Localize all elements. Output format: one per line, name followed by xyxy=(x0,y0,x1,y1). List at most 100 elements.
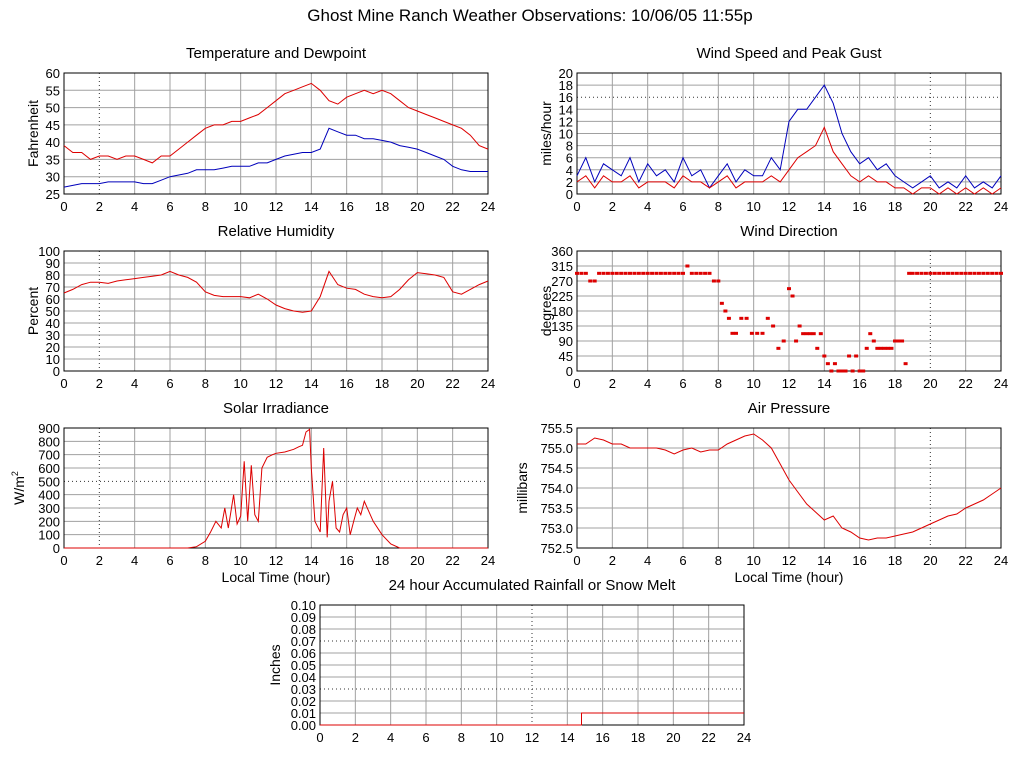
y-tick-label: 0.03 xyxy=(291,682,316,697)
x-tick-label: 8 xyxy=(458,730,465,745)
y-tick-label: 2 xyxy=(566,175,573,190)
wind-direction-point xyxy=(981,271,986,275)
x-tick-label: 10 xyxy=(233,199,247,214)
wind-direction-point xyxy=(882,346,887,350)
wind-direction-point xyxy=(619,271,624,275)
x-tick-label: 8 xyxy=(715,199,722,214)
wind-direction-point xyxy=(641,271,646,275)
x-tick-label: 24 xyxy=(994,376,1008,391)
y-tick-label: 135 xyxy=(551,319,573,334)
wind-direction-point xyxy=(804,332,809,336)
x-tick-label: 18 xyxy=(888,376,902,391)
y-tick-label: 0.10 xyxy=(291,598,316,613)
wdir-chart xyxy=(575,250,1003,373)
wind-direction-point xyxy=(932,271,937,275)
x-tick-label: 2 xyxy=(96,199,103,214)
wind-direction-point xyxy=(937,271,942,275)
wind-direction-point xyxy=(667,271,672,275)
y-tick-label: 40 xyxy=(46,316,60,331)
wind-direction-point xyxy=(900,339,905,343)
x-tick-label: 18 xyxy=(375,553,389,568)
wind-direction-point xyxy=(650,271,655,275)
x-tick-label: 2 xyxy=(609,376,616,391)
rain-series-line-1 xyxy=(320,712,744,726)
chart-title: Temperature and Dewpoint xyxy=(186,45,367,62)
wind-direction-point xyxy=(963,271,968,275)
x-tick-label: 14 xyxy=(304,199,318,214)
wind-direction-point xyxy=(847,354,852,358)
chart-title: Relative Humidity xyxy=(218,223,335,240)
y-axis-label: miles/hour xyxy=(538,101,554,166)
y-tick-label: 755.5 xyxy=(540,421,573,436)
plot-frame xyxy=(63,427,489,549)
x-tick-label: 16 xyxy=(339,376,353,391)
solar-chart xyxy=(63,427,489,549)
wind-direction-point xyxy=(610,271,615,275)
x-tick-label: 12 xyxy=(782,376,796,391)
wind-direction-point xyxy=(815,346,820,350)
wind-direction-point xyxy=(719,301,724,305)
x-tick-label: 0 xyxy=(60,553,67,568)
wind-direction-point xyxy=(946,271,950,275)
y-tick-label: 600 xyxy=(38,461,60,476)
wind-direction-point xyxy=(972,271,977,275)
wind-direction-point xyxy=(990,271,995,275)
x-tick-label: 14 xyxy=(560,730,574,745)
wind-series-line-1 xyxy=(576,84,1002,189)
wind-direction-point xyxy=(941,271,946,275)
x-tick-label: 4 xyxy=(131,376,138,391)
x-tick-label: 4 xyxy=(131,199,138,214)
wind-direction-point xyxy=(771,324,776,328)
x-tick-label: 22 xyxy=(445,199,459,214)
wind-direction-point xyxy=(711,279,716,283)
y-tick-label: 4 xyxy=(566,163,573,178)
x-tick-label: 22 xyxy=(958,376,972,391)
x-tick-label: 16 xyxy=(852,553,866,568)
solar-series-line-1 xyxy=(64,428,488,549)
x-tick-label: 16 xyxy=(852,376,866,391)
wind-direction-point xyxy=(726,316,731,320)
x-tick-label: 22 xyxy=(445,553,459,568)
x-tick-label: 10 xyxy=(746,199,760,214)
y-tick-label: 270 xyxy=(551,274,573,289)
wind-direction-point xyxy=(601,271,606,275)
y-tick-label: 30 xyxy=(46,328,60,343)
x-tick-label: 22 xyxy=(958,199,972,214)
x-tick-label: 2 xyxy=(96,553,103,568)
y-tick-label: 0 xyxy=(566,187,573,202)
x-tick-label: 4 xyxy=(131,553,138,568)
x-tick-label: 22 xyxy=(958,553,972,568)
wind-direction-point xyxy=(907,271,912,275)
x-tick-label: 6 xyxy=(166,199,173,214)
chart-title: 24 hour Accumulated Rainfall or Snow Mel… xyxy=(389,577,677,594)
y-tick-label: 12 xyxy=(559,114,573,129)
x-tick-label: 22 xyxy=(445,376,459,391)
x-tick-label: 8 xyxy=(715,553,722,568)
wind-direction-point xyxy=(730,331,735,335)
y-tick-label: 225 xyxy=(551,289,573,304)
wind-direction-point xyxy=(878,346,883,350)
wind-direction-point xyxy=(787,287,791,291)
y-tick-label: 40 xyxy=(46,135,60,150)
rh-chart xyxy=(63,250,489,372)
wind-direction-point xyxy=(893,339,897,343)
x-tick-label: 8 xyxy=(715,376,722,391)
x-tick-label: 18 xyxy=(631,730,645,745)
wind-direction-point xyxy=(716,279,721,283)
x-tick-label: 8 xyxy=(202,199,209,214)
x-tick-label: 10 xyxy=(489,730,503,745)
y-tick-label: 50 xyxy=(46,101,60,116)
x-tick-label: 12 xyxy=(782,553,796,568)
x-tick-label: 0 xyxy=(573,376,580,391)
wind-direction-point xyxy=(850,369,855,373)
x-tick-label: 0 xyxy=(60,376,67,391)
rain-chart xyxy=(319,604,745,726)
page-title: Ghost Mine Ranch Weather Observations: 1… xyxy=(307,6,753,25)
wind-direction-point xyxy=(628,271,632,275)
wind-direction-point xyxy=(832,362,837,366)
wind-direction-point xyxy=(797,324,802,328)
y-tick-label: 0.01 xyxy=(291,706,316,721)
wind-direction-point xyxy=(575,271,579,275)
wind-direction-point xyxy=(811,332,816,336)
x-tick-label: 20 xyxy=(923,199,937,214)
